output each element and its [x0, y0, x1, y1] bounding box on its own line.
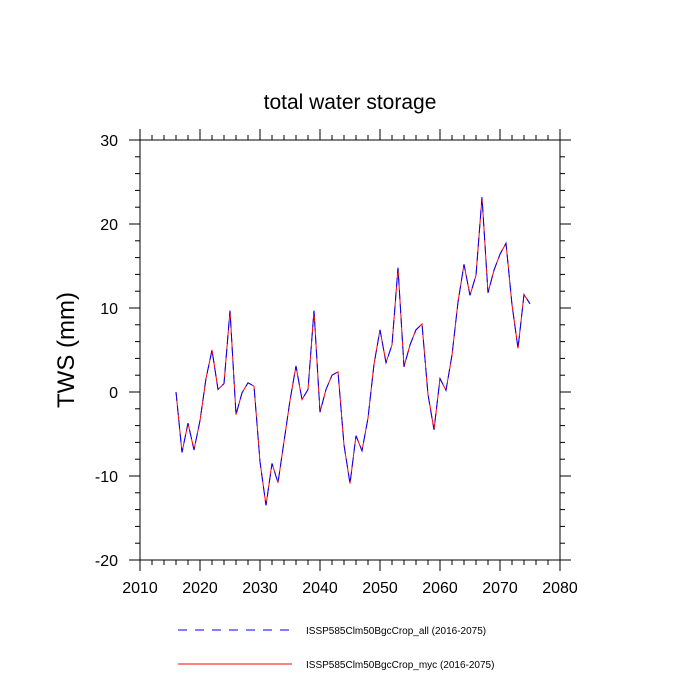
y-tick-label: -20 [95, 553, 118, 570]
tick-labels: 2010 2020 2030 2040 2050 2060 2070 2080-20-1001… [95, 133, 578, 597]
x-tick-label: 2030 [242, 580, 278, 597]
series-line-all [175, 197, 531, 506]
y-tick-label: 10 [100, 301, 118, 318]
y-tick-label: -10 [95, 469, 118, 486]
x-tick-label: 2010 [122, 580, 158, 597]
legend: ISSP585Clm50BgcCrop_all (2016-2075) ISSP5… [178, 626, 494, 671]
y-tick-label: 20 [100, 217, 118, 234]
series-lines [175, 197, 531, 506]
y-axis-label: TWS (mm) [53, 292, 80, 408]
plot-frame [139, 139, 561, 561]
x-tick-label: 2050 [362, 580, 398, 597]
legend-label: ISSP585Clm50BgcCrop_all (2016-2075) [306, 626, 486, 637]
x-tick-label: 2040 [302, 580, 338, 597]
axis-ticks [129, 129, 571, 571]
x-tick-label: 2080 [542, 580, 578, 597]
x-tick-label: 2020 [182, 580, 218, 597]
y-tick-label: 30 [100, 133, 118, 150]
chart-title: total water storage [264, 91, 437, 114]
x-tick-label: 2060 [422, 580, 458, 597]
x-tick-label: 2070 [482, 580, 518, 597]
y-tick-label: 0 [109, 385, 118, 402]
legend-label: ISSP585Clm50BgcCrop_myc (2016-2075) [306, 660, 494, 671]
